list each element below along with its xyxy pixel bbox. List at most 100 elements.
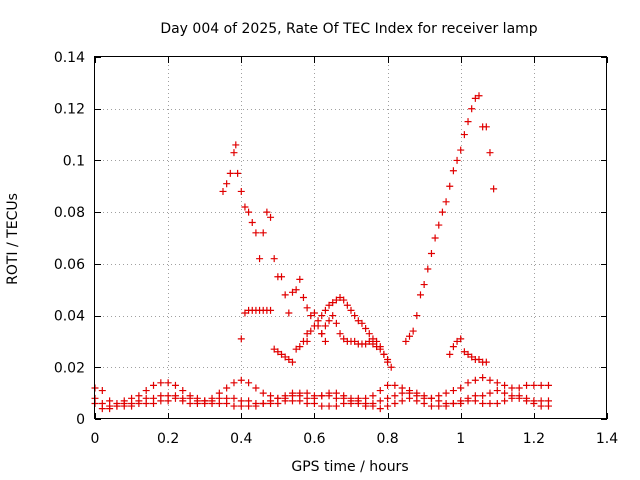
data-point bbox=[259, 229, 267, 237]
data-point bbox=[321, 306, 329, 314]
data-point bbox=[278, 273, 286, 281]
data-point bbox=[336, 330, 344, 338]
data-point bbox=[486, 389, 494, 397]
data-point bbox=[530, 399, 538, 407]
y-tick-label: 0.02 bbox=[54, 360, 85, 376]
data-point bbox=[150, 381, 158, 389]
data-point bbox=[449, 387, 457, 395]
data-point bbox=[303, 330, 311, 338]
data-point bbox=[230, 149, 238, 157]
data-point bbox=[234, 169, 242, 177]
data-point bbox=[479, 374, 487, 382]
data-point bbox=[285, 309, 293, 317]
y-tick-label: 0.06 bbox=[54, 257, 85, 273]
data-point bbox=[475, 92, 483, 100]
data-point bbox=[281, 397, 289, 405]
data-point bbox=[351, 312, 359, 320]
data-point bbox=[501, 397, 509, 405]
data-point bbox=[446, 350, 454, 358]
data-point bbox=[241, 203, 249, 211]
data-point bbox=[318, 402, 326, 410]
data-point bbox=[373, 343, 381, 351]
data-point bbox=[223, 384, 231, 392]
y-tick-label: 0.12 bbox=[54, 102, 85, 118]
data-point bbox=[193, 399, 201, 407]
data-point bbox=[365, 337, 373, 345]
series-arc-hump bbox=[303, 293, 395, 371]
data-point bbox=[270, 345, 278, 353]
y-tick-label: 0.1 bbox=[63, 153, 85, 169]
data-point bbox=[274, 348, 282, 356]
data-point bbox=[442, 198, 450, 206]
data-point bbox=[318, 330, 326, 338]
data-point bbox=[453, 337, 461, 345]
data-point bbox=[493, 399, 501, 407]
data-point bbox=[252, 402, 260, 410]
data-point bbox=[435, 221, 443, 229]
x-tick-label: 0.4 bbox=[230, 431, 252, 447]
x-axis-label: GPS time / hours bbox=[291, 459, 408, 475]
y-tick-label: 0.04 bbox=[54, 309, 85, 325]
data-point bbox=[384, 356, 392, 364]
data-point bbox=[453, 156, 461, 164]
data-point bbox=[449, 399, 457, 407]
data-point bbox=[232, 141, 240, 149]
data-point bbox=[267, 306, 275, 314]
data-point bbox=[150, 399, 158, 407]
data-point bbox=[420, 392, 428, 400]
data-point bbox=[248, 218, 256, 226]
data-point bbox=[460, 131, 468, 139]
data-point bbox=[314, 317, 322, 325]
data-point bbox=[245, 379, 253, 387]
data-point bbox=[446, 182, 454, 190]
data-point bbox=[376, 405, 384, 413]
data-point bbox=[274, 399, 282, 407]
data-point bbox=[267, 399, 275, 407]
data-point bbox=[113, 402, 121, 410]
data-point bbox=[237, 187, 245, 195]
data-point bbox=[479, 399, 487, 407]
data-point bbox=[406, 394, 414, 402]
data-point bbox=[427, 250, 435, 258]
data-point bbox=[406, 332, 414, 340]
data-point bbox=[307, 327, 315, 335]
data-point bbox=[471, 94, 479, 102]
data-point bbox=[544, 381, 552, 389]
data-point bbox=[544, 402, 552, 410]
data-point bbox=[340, 399, 348, 407]
data-point bbox=[457, 335, 465, 343]
data-point bbox=[384, 402, 392, 410]
data-point bbox=[292, 345, 300, 353]
data-point bbox=[449, 167, 457, 175]
data-point bbox=[303, 399, 311, 407]
data-point bbox=[336, 293, 344, 301]
data-point bbox=[464, 118, 472, 126]
data-markers bbox=[91, 92, 552, 413]
data-point bbox=[226, 169, 234, 177]
data-point bbox=[303, 389, 311, 397]
data-point bbox=[442, 389, 450, 397]
data-point bbox=[259, 389, 267, 397]
data-point bbox=[343, 301, 351, 309]
data-point bbox=[135, 399, 143, 407]
data-point bbox=[321, 337, 329, 345]
data-point bbox=[296, 343, 304, 351]
data-point bbox=[230, 379, 238, 387]
data-point bbox=[325, 301, 333, 309]
data-point bbox=[501, 381, 509, 389]
data-point bbox=[296, 389, 304, 397]
data-point bbox=[347, 306, 355, 314]
data-point bbox=[245, 208, 253, 216]
data-point bbox=[420, 281, 428, 289]
x-tick-label: 1.2 bbox=[523, 431, 545, 447]
data-point bbox=[259, 399, 267, 407]
data-point bbox=[416, 291, 424, 299]
data-point bbox=[402, 337, 410, 345]
data-point bbox=[515, 392, 523, 400]
data-point bbox=[142, 399, 150, 407]
data-point bbox=[237, 335, 245, 343]
data-point bbox=[281, 353, 289, 361]
data-point bbox=[278, 350, 286, 358]
x-tick-label: 0 bbox=[91, 431, 100, 447]
data-point bbox=[490, 185, 498, 193]
